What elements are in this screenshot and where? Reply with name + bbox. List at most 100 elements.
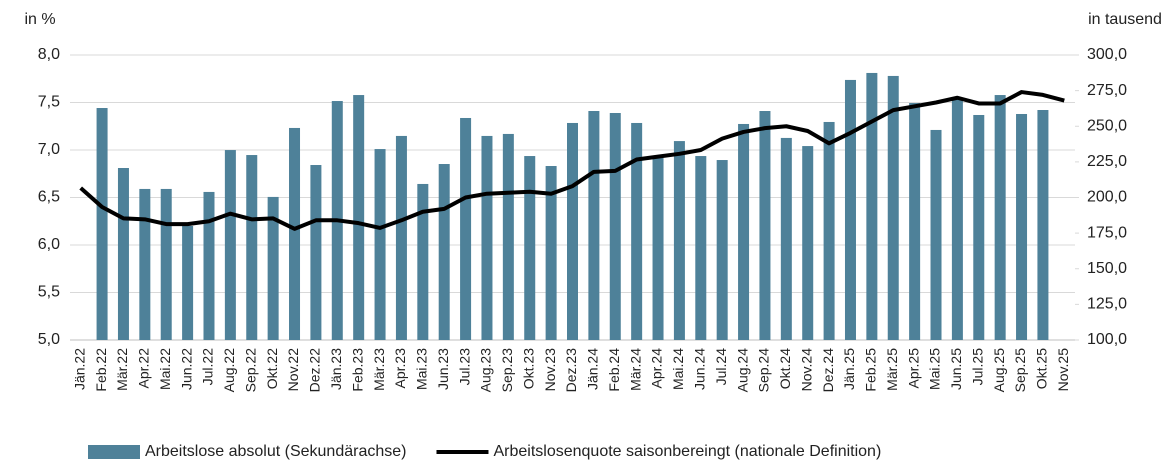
x-tick-label: Jän.25	[841, 348, 857, 390]
bar	[417, 183, 429, 340]
x-tick-label: Jul.25	[969, 348, 985, 386]
x-tick-label: Apr.23	[392, 348, 408, 389]
bar	[160, 188, 172, 340]
x-tick-label: Mär.25	[884, 348, 900, 391]
bar	[844, 79, 856, 340]
bar	[117, 168, 129, 340]
x-tick-label: Dez.23	[563, 348, 579, 393]
bar	[695, 156, 707, 340]
legend-swatch	[88, 445, 140, 459]
y-tick-label: 7,0	[38, 141, 60, 158]
bar	[716, 160, 728, 340]
x-tick-label: Mai.24	[670, 348, 686, 390]
x-tick-label: Jul.22	[200, 348, 216, 386]
y-tick-label: 5,5	[38, 284, 60, 301]
bar	[374, 149, 386, 340]
bar	[1037, 110, 1049, 340]
bar	[267, 196, 279, 340]
x-tick-label: Dez.24	[820, 348, 836, 393]
y2-tick-label: 150,0	[1087, 260, 1127, 277]
x-tick-label: Aug.24	[734, 348, 750, 393]
x-tick-label: Mär.22	[114, 348, 130, 391]
legend-label: Arbeitslosenquote saisonbereingt (nation…	[493, 443, 881, 460]
x-tick-label: Aug.25	[991, 348, 1007, 393]
bar	[951, 98, 963, 340]
x-tick-label: Aug.22	[221, 348, 237, 393]
bar	[224, 150, 236, 340]
x-tick-label: Sep.23	[499, 348, 515, 393]
x-tick-label: Apr.25	[905, 348, 921, 389]
y2-tick-label: 250,0	[1087, 117, 1127, 134]
y2-axis-title: in tausend	[1088, 11, 1162, 28]
x-tick-label: Feb.24	[606, 348, 622, 392]
x-tick-label: Mai.23	[414, 348, 430, 390]
y-axis-title: in %	[24, 11, 55, 28]
x-tick-label: Jän.23	[328, 348, 344, 390]
x-tick-label: Feb.25	[863, 348, 879, 392]
y2-tick-label: 225,0	[1087, 153, 1127, 170]
bar	[182, 226, 194, 340]
y2-tick-label: 275,0	[1087, 82, 1127, 99]
x-tick-label: Jun.25	[948, 348, 964, 390]
bar	[802, 146, 814, 340]
bar	[524, 156, 536, 340]
bar	[395, 135, 407, 340]
x-tick-label: Nov.25	[1055, 348, 1071, 392]
legend-label: Arbeitslose absolut (Sekundärachse)	[145, 443, 406, 460]
x-tick-label: Mai.22	[157, 348, 173, 390]
bar	[310, 165, 322, 340]
x-tick-label: Jul.24	[713, 348, 729, 386]
x-tick-label: Feb.22	[93, 348, 109, 392]
x-tick-label: Feb.23	[349, 348, 365, 392]
x-tick-label: Okt.25	[1034, 348, 1050, 389]
y-tick-label: 8,0	[38, 46, 60, 63]
bar	[652, 158, 664, 340]
bar	[438, 164, 450, 340]
bar	[759, 111, 771, 340]
bar	[481, 135, 493, 340]
bar	[930, 129, 942, 340]
y2-tick-label: 125,0	[1087, 296, 1127, 313]
bar	[909, 103, 921, 341]
bar	[502, 133, 514, 340]
y-tick-label: 5,0	[38, 331, 60, 348]
x-tick-label: Mär.23	[371, 348, 387, 391]
bar	[609, 112, 621, 340]
x-tick-label: Sep.24	[756, 348, 772, 393]
bar	[203, 191, 215, 340]
bar	[973, 114, 985, 341]
x-tick-label: Jun.24	[692, 348, 708, 390]
x-tick-label: Okt.24	[777, 348, 793, 389]
y2-tick-label: 300,0	[1087, 46, 1127, 63]
x-tick-label: Sep.25	[1012, 348, 1028, 393]
bar	[1016, 113, 1028, 341]
y2-tick-label: 175,0	[1087, 224, 1127, 241]
bar	[246, 155, 258, 340]
bar	[631, 122, 643, 340]
x-tick-label: Dez.22	[307, 348, 323, 393]
x-tick-label: Sep.22	[242, 348, 258, 393]
x-tick-label: Jul.23	[456, 348, 472, 386]
y-tick-label: 6,5	[38, 189, 60, 206]
bar	[96, 108, 108, 340]
x-tick-label: Apr.24	[649, 348, 665, 389]
bar	[139, 188, 151, 340]
x-tick-label: Nov.24	[798, 348, 814, 392]
x-tick-label: Apr.22	[136, 348, 152, 389]
x-tick-label: Mai.25	[927, 348, 943, 390]
bar	[823, 121, 835, 340]
bar	[353, 95, 365, 340]
bar	[673, 141, 685, 340]
x-tick-label: Mär.24	[627, 348, 643, 391]
bar	[545, 166, 557, 340]
x-tick-label: Jun.22	[178, 348, 194, 390]
bar	[567, 122, 578, 340]
x-tick-label: Jän.24	[585, 348, 601, 390]
bar	[780, 137, 792, 340]
bar	[588, 111, 600, 340]
y2-tick-label: 200,0	[1087, 189, 1127, 206]
bar	[289, 127, 301, 341]
y-tick-label: 7,5	[38, 94, 60, 111]
x-tick-label: Nov.22	[285, 348, 301, 392]
